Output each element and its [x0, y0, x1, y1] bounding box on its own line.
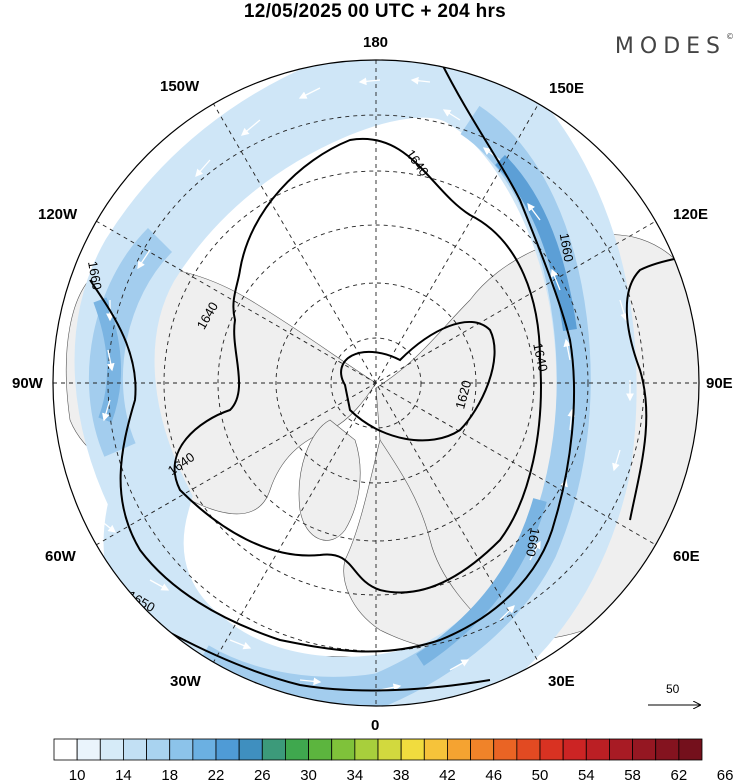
lon-label-90w: 90W: [12, 375, 43, 392]
colorbar-tick-label: 46: [485, 767, 502, 782]
contour-label-7: 1620: [452, 379, 474, 411]
colorbar-tick-label: 26: [254, 767, 271, 782]
colorbar-swatch: [493, 738, 518, 761]
colorbar-swatch: [470, 738, 495, 761]
colorbar-tick-label: 14: [115, 767, 132, 782]
colorbar-tick-label: 66: [717, 767, 734, 782]
contour-label-6: 1640: [530, 342, 551, 373]
colorbar-swatch: [99, 738, 124, 761]
colorbar-swatch: [261, 738, 286, 761]
lon-label-120e: 120E: [673, 206, 709, 223]
colorbar-tick-label: 54: [578, 767, 595, 782]
wind-vectors: [82, 76, 634, 692]
lon-label-60w: 60W: [45, 548, 76, 565]
map-disc: 1660 1640 1640 1640 1660 1640 1620 1660 …: [53, 60, 699, 706]
colorbar-swatch: [331, 738, 356, 761]
lon-label-0: 0: [371, 717, 380, 734]
colorbar-swatch: [354, 738, 379, 761]
colorbar-swatch: [238, 738, 263, 761]
colorbar-swatch: [400, 738, 425, 761]
colorbar-tick-label: 38: [393, 767, 410, 782]
lon-label-60e: 60E: [673, 548, 700, 565]
colorbar-swatch: [678, 738, 703, 761]
colorbar-swatch: [609, 738, 633, 761]
colorbar-tick-label: 34: [347, 767, 364, 782]
contour-label-group: 1660 1640 1640 1640 1660 1640 1620 1660 …: [85, 147, 576, 615]
lon-label-150e: 150E: [549, 80, 585, 97]
colorbar-swatch: [585, 738, 610, 761]
lon-label-30w: 30W: [170, 673, 201, 690]
colorbar-swatch: [215, 738, 240, 761]
colorbar-swatch: [655, 738, 680, 761]
lon-label-150w: 150W: [160, 78, 200, 95]
colorbar-swatch: [123, 738, 147, 761]
colorbar-swatch: [377, 738, 402, 761]
colorbar-tick-label: 62: [671, 767, 688, 782]
contour-1650: [129, 609, 491, 692]
contour-label-5: 1660: [557, 232, 577, 263]
colorbar-swatch: [76, 738, 101, 761]
lon-label-30e: 30E: [548, 673, 575, 690]
lon-label-90e: 90E: [706, 375, 733, 392]
contour-1660: [89, 60, 576, 653]
colorbar-tick-label: 58: [624, 767, 641, 782]
colorbar-tick-label: 50: [532, 767, 549, 782]
contour-label-1: 1660: [85, 260, 105, 291]
jet-core-pacific: [494, 155, 577, 331]
colorbar-tick-label: 30: [300, 767, 317, 782]
wind-scale-label: 50: [666, 682, 680, 696]
brand-copyright-mark: ©: [726, 32, 734, 41]
colorbar-swatch: [169, 738, 194, 761]
contour-label-8: 1660: [523, 527, 543, 558]
colorbar-tick-label: 42: [439, 767, 456, 782]
colorbar-swatch: [516, 738, 541, 761]
colorbar-swatch: [53, 738, 78, 761]
lon-label-120w: 120W: [38, 206, 78, 223]
lon-label-180: 180: [363, 34, 389, 51]
colorbar-swatch: [192, 738, 217, 761]
colorbar-swatch: [447, 738, 471, 761]
colorbar-swatch: [539, 738, 564, 761]
map-title: 12/05/2025 00 UTC + 204 hrs: [243, 1, 507, 22]
colorbar-tick-label: 10: [69, 767, 86, 782]
colorbar-swatch: [423, 738, 448, 761]
contour-1640: [173, 137, 542, 594]
colorbar-swatch: [562, 738, 587, 761]
contour-1620: [340, 320, 496, 442]
colorbar: 10141822263034384246505458626670: [53, 738, 734, 782]
colorbar-swatch: [285, 738, 309, 761]
brand-name: MODES: [614, 34, 726, 59]
colorbar-tick-label: 22: [208, 767, 225, 782]
colorbar-swatch: [146, 738, 171, 761]
colorbar-swatch: [632, 738, 657, 761]
colorbar-swatch: [308, 738, 333, 761]
jet-core-europe: [416, 498, 547, 666]
colorbar-tick-label: 18: [161, 767, 178, 782]
modes-logo: MODES©: [614, 32, 734, 59]
greenland-land: [298, 419, 361, 541]
map-border: [52, 59, 700, 707]
